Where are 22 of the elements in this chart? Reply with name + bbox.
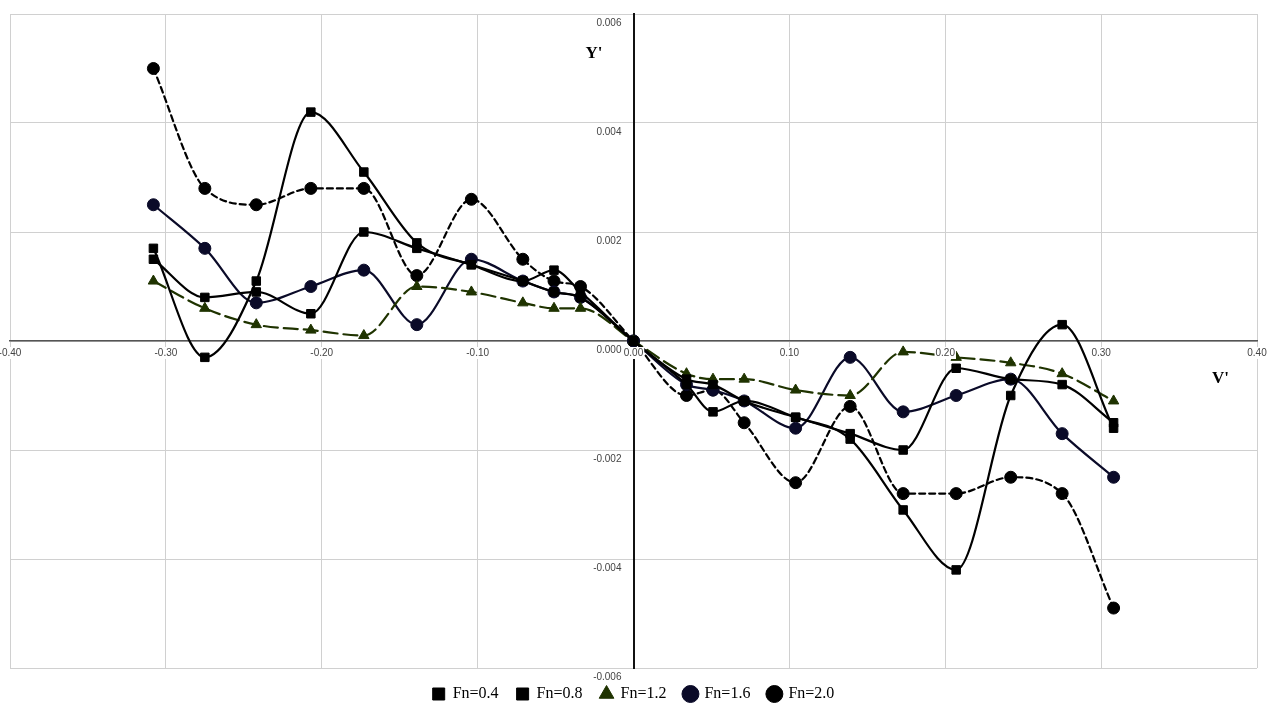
y-tick-label: 0.002 — [596, 234, 622, 246]
x-tick-label: -0.30 — [154, 346, 178, 358]
y-tick-label: 0.004 — [596, 125, 622, 137]
legend-label: Fn=0.8 — [536, 684, 583, 702]
x-tick-label: 0.30 — [1091, 346, 1112, 358]
y-tick-label: -0.002 — [593, 452, 622, 464]
legend-label: Fn=1.6 — [704, 684, 751, 702]
x-tick-label: -0.10 — [466, 346, 490, 358]
y-tick-label: -0.004 — [593, 561, 622, 573]
x-tick-label: -0.20 — [310, 346, 334, 358]
y-axis-title: Y' — [585, 43, 603, 63]
x-tick-label: 0.10 — [779, 346, 800, 358]
x-tick-label: 0.20 — [935, 346, 956, 358]
y-tick-label: 0.006 — [596, 16, 622, 28]
legend-label: Fn=0.4 — [452, 684, 499, 702]
y-tick-label: -0.006 — [593, 670, 622, 682]
legend-label: Fn=2.0 — [788, 684, 835, 702]
x-axis-title: V' — [1212, 368, 1229, 388]
x-tick-label: 0.40 — [1247, 346, 1268, 358]
legend-label: Fn=1.2 — [620, 684, 667, 702]
y-tick-label: 0.000 — [596, 343, 622, 355]
x-tick-label: 0.00 — [623, 346, 644, 358]
